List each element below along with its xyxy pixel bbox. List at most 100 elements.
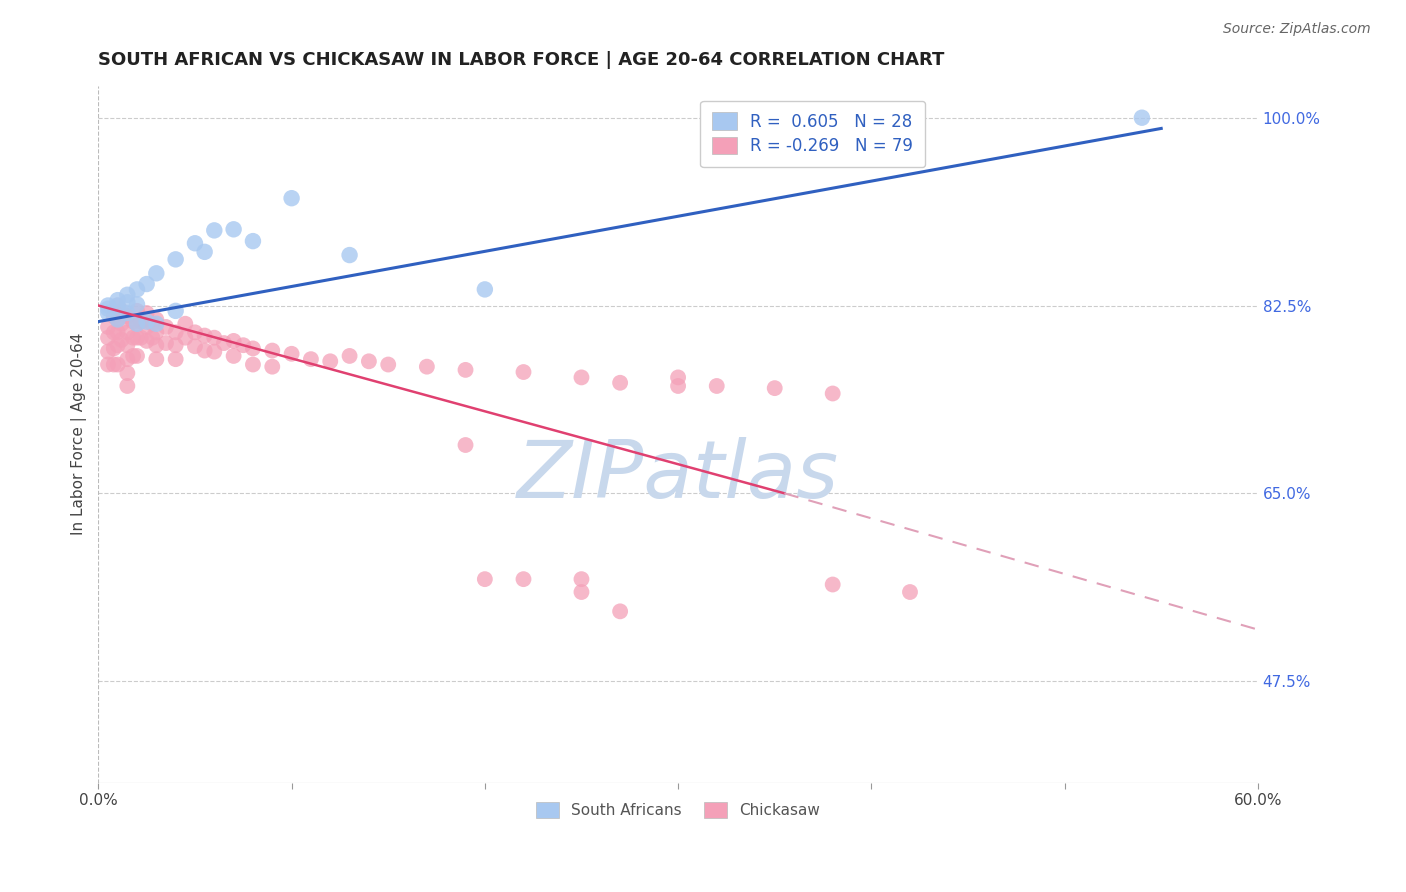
Point bbox=[821, 386, 844, 401]
Point bbox=[141, 317, 163, 331]
Point bbox=[319, 354, 342, 368]
Point bbox=[165, 304, 187, 318]
Point bbox=[125, 349, 148, 363]
Point bbox=[117, 352, 139, 367]
Point bbox=[103, 310, 125, 324]
Point bbox=[706, 379, 728, 393]
Point bbox=[110, 304, 132, 318]
Text: ZIPatlas: ZIPatlas bbox=[517, 437, 839, 515]
Point bbox=[103, 358, 125, 372]
Point bbox=[122, 315, 145, 329]
Point bbox=[165, 326, 187, 340]
Point bbox=[117, 287, 139, 301]
Point bbox=[117, 338, 139, 352]
Point bbox=[117, 295, 139, 310]
Point bbox=[165, 352, 187, 367]
Point bbox=[280, 191, 302, 205]
Point bbox=[145, 266, 167, 280]
Point bbox=[174, 331, 197, 345]
Point bbox=[232, 338, 254, 352]
Point bbox=[377, 358, 399, 372]
Point bbox=[107, 358, 129, 372]
Point bbox=[135, 315, 157, 329]
Point bbox=[339, 248, 361, 262]
Point bbox=[222, 334, 245, 348]
Point bbox=[117, 326, 139, 340]
Point bbox=[145, 317, 167, 331]
Point bbox=[212, 336, 235, 351]
Point bbox=[97, 344, 120, 359]
Point bbox=[107, 312, 129, 326]
Point bbox=[202, 223, 225, 237]
Point bbox=[339, 349, 361, 363]
Point bbox=[609, 376, 631, 390]
Point bbox=[416, 359, 439, 374]
Point bbox=[194, 343, 217, 358]
Point bbox=[155, 336, 177, 351]
Point bbox=[107, 338, 129, 352]
Point bbox=[117, 379, 139, 393]
Point bbox=[821, 577, 844, 591]
Point bbox=[107, 326, 129, 340]
Point bbox=[174, 317, 197, 331]
Point bbox=[262, 359, 284, 374]
Point bbox=[165, 252, 187, 267]
Point bbox=[474, 282, 496, 296]
Point bbox=[184, 236, 207, 251]
Point bbox=[135, 277, 157, 291]
Point bbox=[242, 358, 264, 372]
Point bbox=[107, 298, 129, 312]
Point bbox=[97, 301, 120, 316]
Point bbox=[141, 331, 163, 345]
Point bbox=[666, 370, 689, 384]
Point bbox=[125, 297, 148, 311]
Point bbox=[242, 342, 264, 356]
Point bbox=[202, 331, 225, 345]
Point bbox=[103, 342, 125, 356]
Point bbox=[512, 572, 534, 586]
Point bbox=[97, 306, 120, 320]
Point bbox=[97, 298, 120, 312]
Point bbox=[125, 304, 148, 318]
Point bbox=[155, 320, 177, 334]
Point bbox=[280, 347, 302, 361]
Point bbox=[666, 379, 689, 393]
Point bbox=[135, 306, 157, 320]
Point bbox=[454, 438, 477, 452]
Point bbox=[125, 331, 148, 345]
Legend: South Africans, Chickasaw: South Africans, Chickasaw bbox=[530, 796, 827, 824]
Point bbox=[117, 366, 139, 380]
Point bbox=[122, 331, 145, 345]
Point bbox=[122, 349, 145, 363]
Point bbox=[135, 334, 157, 348]
Point bbox=[202, 344, 225, 359]
Point bbox=[145, 312, 167, 326]
Point bbox=[474, 572, 496, 586]
Point bbox=[898, 585, 921, 599]
Point bbox=[242, 234, 264, 248]
Point bbox=[262, 343, 284, 358]
Text: Source: ZipAtlas.com: Source: ZipAtlas.com bbox=[1223, 22, 1371, 37]
Point bbox=[184, 326, 207, 340]
Point bbox=[125, 282, 148, 296]
Point bbox=[107, 298, 129, 312]
Point bbox=[571, 572, 593, 586]
Y-axis label: In Labor Force | Age 20-64: In Labor Force | Age 20-64 bbox=[72, 333, 87, 535]
Point bbox=[222, 222, 245, 236]
Point bbox=[125, 317, 148, 331]
Point bbox=[110, 317, 132, 331]
Point bbox=[454, 363, 477, 377]
Point bbox=[110, 333, 132, 347]
Point bbox=[609, 604, 631, 618]
Point bbox=[107, 293, 129, 307]
Point bbox=[117, 306, 139, 320]
Point bbox=[299, 352, 322, 367]
Point bbox=[571, 370, 593, 384]
Text: SOUTH AFRICAN VS CHICKASAW IN LABOR FORCE | AGE 20-64 CORRELATION CHART: SOUTH AFRICAN VS CHICKASAW IN LABOR FORC… bbox=[98, 51, 945, 69]
Point bbox=[145, 338, 167, 352]
Point bbox=[1130, 111, 1153, 125]
Point bbox=[97, 320, 120, 334]
Point bbox=[125, 317, 148, 331]
Point bbox=[145, 326, 167, 340]
Point bbox=[222, 349, 245, 363]
